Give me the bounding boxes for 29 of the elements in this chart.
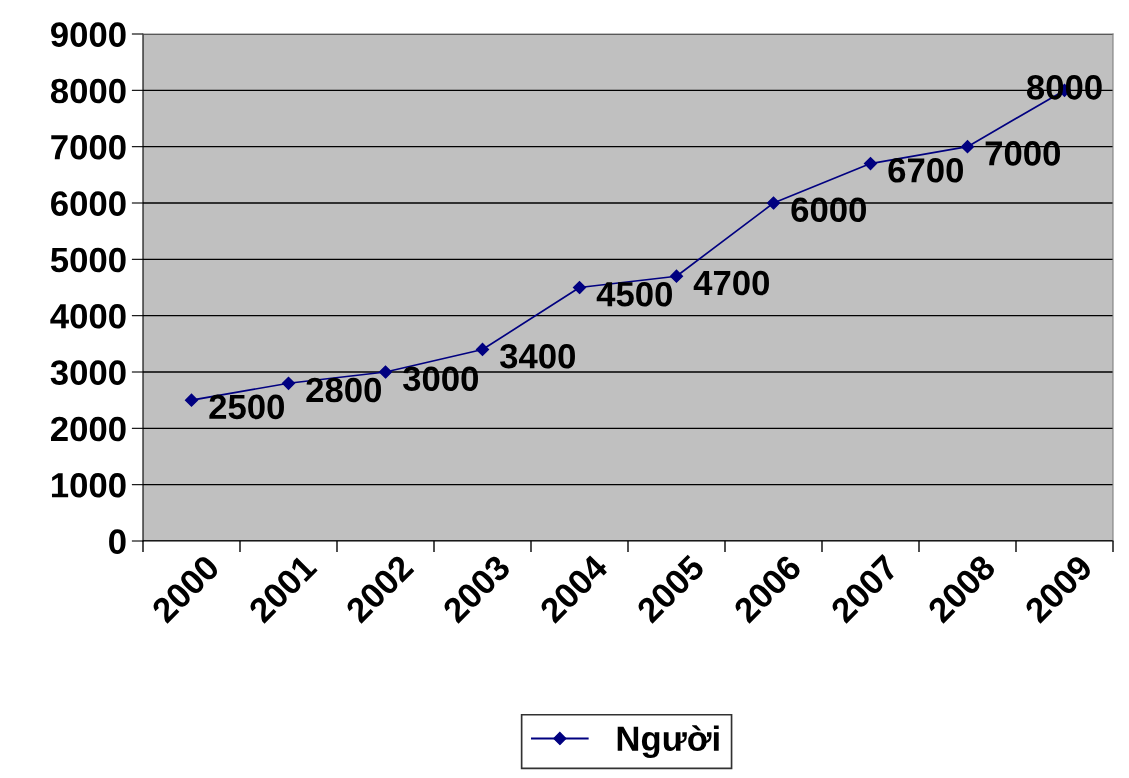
point <box>572 280 587 295</box>
y-tick-label: 1000 <box>51 473 126 498</box>
point <box>863 156 878 171</box>
y-tick-label: 3000 <box>50 360 126 385</box>
point <box>960 140 975 154</box>
point <box>184 393 199 407</box>
y-tick-label: 9000 <box>51 22 126 47</box>
y-tick-label: 0 <box>109 529 126 554</box>
point <box>475 342 490 357</box>
y-tick-label: 4000 <box>50 304 126 329</box>
y-tick-label: 2000 <box>51 416 126 442</box>
point <box>378 365 393 379</box>
legend-label: Người <box>617 725 719 758</box>
y-tick-label: 8000 <box>50 78 126 104</box>
data-label: 6000 <box>791 197 866 223</box>
data-label: 6700 <box>888 158 963 183</box>
y-tick-label: 5000 <box>50 247 126 273</box>
data-label: 4700 <box>693 270 769 296</box>
data-label: 4500 <box>596 281 672 307</box>
data-label: 2500 <box>209 394 284 420</box>
data-label: 3000 <box>402 366 478 392</box>
data-label: 3400 <box>499 343 575 369</box>
data-label: 7000 <box>985 141 1060 166</box>
y-tick-label: 7000 <box>51 135 126 160</box>
point <box>281 376 296 390</box>
point <box>766 196 781 210</box>
data-label: 2800 <box>306 377 381 403</box>
point <box>669 269 684 283</box>
y-tick-label: 6000 <box>51 191 126 216</box>
